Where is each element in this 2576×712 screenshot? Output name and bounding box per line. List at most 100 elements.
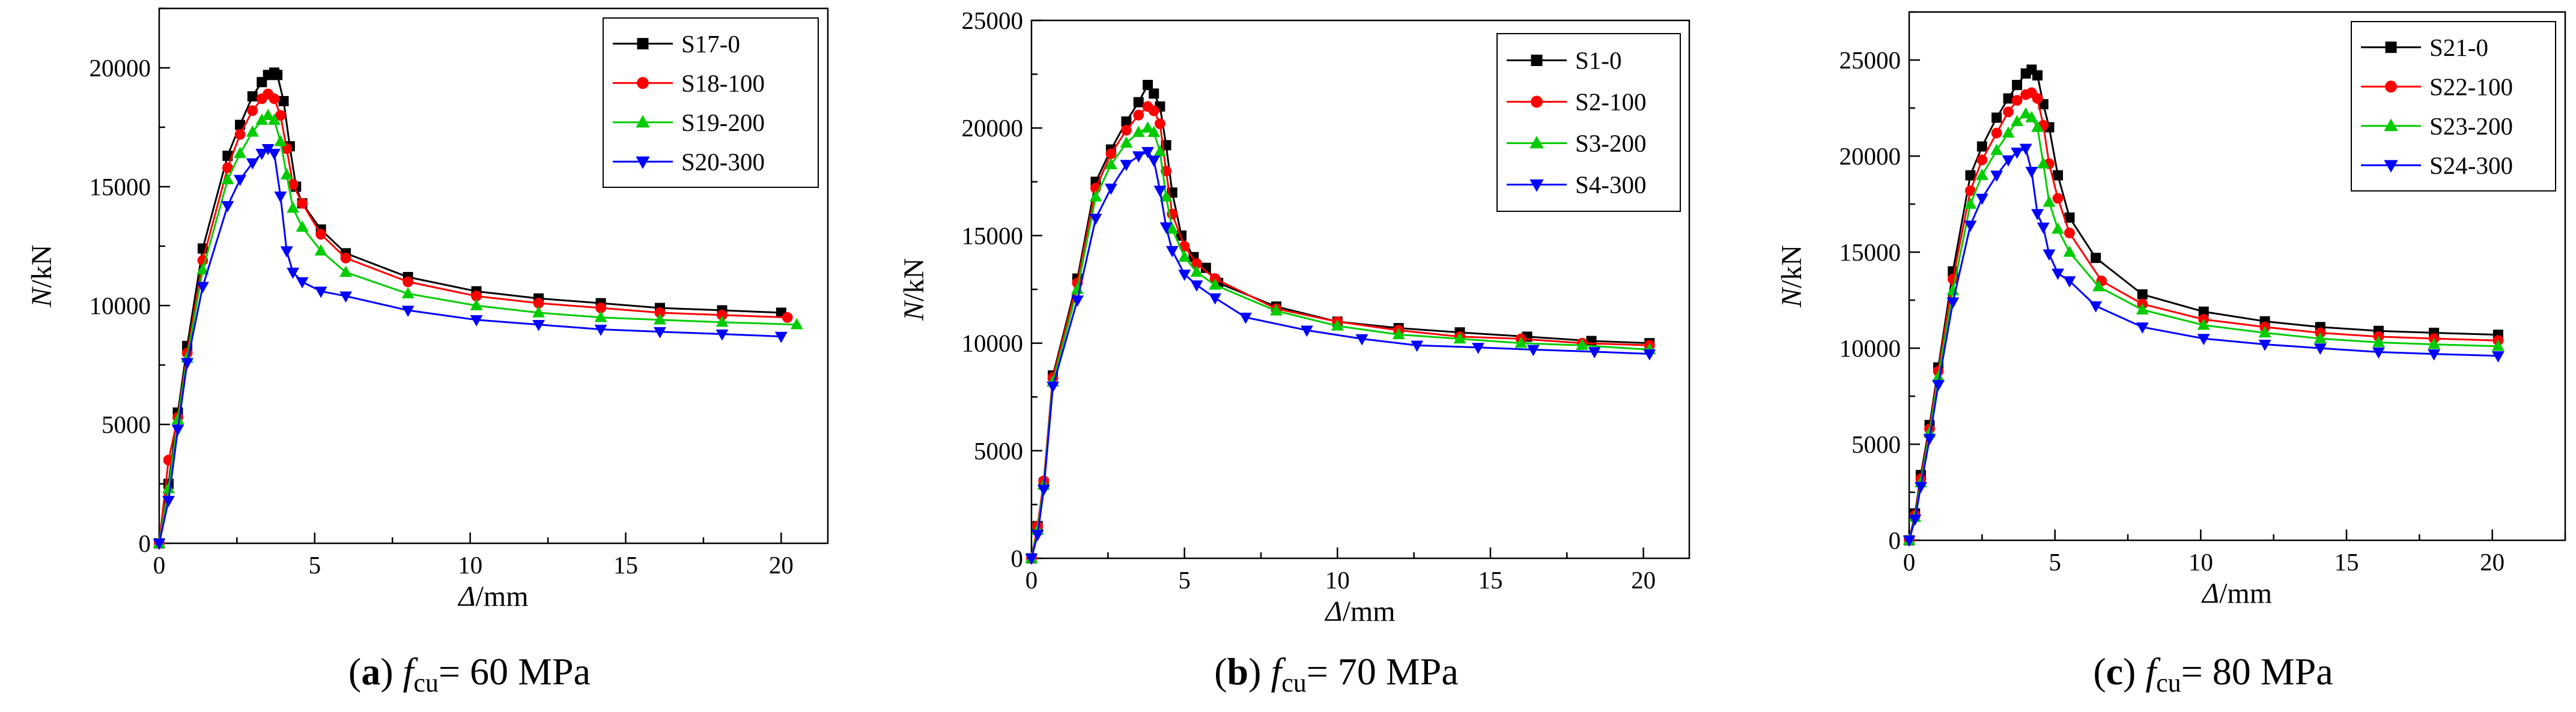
data-point <box>247 91 258 102</box>
data-point <box>171 424 184 436</box>
data-point <box>2091 253 2101 264</box>
legend: S17-0 S18-100 S19-200 S20-300 <box>603 17 819 188</box>
data-point <box>1392 328 1405 339</box>
legend-marker <box>2384 160 2398 173</box>
y-axis-symbol: N <box>26 286 58 308</box>
data-point <box>1909 514 1922 526</box>
caption-letter: c <box>2106 650 2123 693</box>
y-axis-symbol: N <box>1776 286 1808 308</box>
data-point <box>1133 97 1144 107</box>
data-point <box>181 358 194 370</box>
legend-marker <box>1530 136 1544 149</box>
data-point <box>1576 339 1589 350</box>
legend-marker <box>1531 55 1543 66</box>
x-axis-label: Δ/mm <box>457 581 528 612</box>
y-tick-label: 5000 <box>102 411 151 438</box>
legend-box <box>1496 33 1681 212</box>
data-point <box>234 128 246 140</box>
data-point <box>1165 222 1179 234</box>
chart-panel-c: 0 5 10 15 20 0 5000 10000 15000 20000 25000 Δ/mm N/k… <box>1776 11 2566 698</box>
caption-open-paren: ( <box>2093 650 2106 693</box>
data-point <box>1946 297 1960 309</box>
data-point <box>1932 380 1945 391</box>
y-tick-label: 10000 <box>90 292 151 319</box>
series-S24-300 <box>1903 143 2505 548</box>
x-tick-label: 10 <box>2189 548 2213 576</box>
data-point <box>1178 270 1191 281</box>
data-point <box>1964 220 1977 232</box>
series-line <box>158 148 782 544</box>
legend-label: S3-200 <box>1575 130 1646 157</box>
data-point <box>340 252 351 264</box>
series-line <box>1030 151 1650 559</box>
y-tick-label: 0 <box>139 529 151 557</box>
data-point <box>1990 170 2003 183</box>
data-point <box>1178 250 1191 262</box>
data-point <box>1190 280 1203 292</box>
data-point <box>1089 214 1102 225</box>
y-tick-label: 25000 <box>1839 46 1901 74</box>
caption-letter: b <box>1227 650 1249 693</box>
data-point <box>269 93 280 104</box>
caption-close-paren: ) <box>380 650 402 693</box>
data-point <box>774 331 788 343</box>
y-tick-label: 10000 <box>1839 334 1901 362</box>
y-tick-label: 5000 <box>974 437 1023 465</box>
legend-marker <box>2384 118 2398 131</box>
data-point <box>1472 343 1485 354</box>
legend-label: S20-300 <box>681 148 765 175</box>
caption-subscript: cu <box>1281 668 1307 698</box>
data-point <box>275 110 286 121</box>
caption-subscript: cu <box>2156 668 2181 698</box>
data-point <box>2197 318 2210 330</box>
data-point <box>1269 304 1283 316</box>
data-point <box>2025 110 2038 122</box>
data-point <box>1514 336 1528 348</box>
data-point <box>274 134 287 146</box>
data-point <box>2063 245 2076 257</box>
data-point <box>314 286 327 298</box>
data-point <box>2032 93 2043 104</box>
legend-label: S24-300 <box>2429 151 2513 179</box>
data-point <box>274 192 287 203</box>
data-point <box>1975 168 1988 180</box>
data-point <box>2052 193 2064 204</box>
chart-panel-b: 0 5 10 15 20 0 5000 10000 15000 20000 25000 Δ/mm N/k… <box>898 7 1690 698</box>
data-point <box>1914 481 1927 493</box>
legend-marker <box>636 156 650 169</box>
legend-label: S17-0 <box>681 30 740 58</box>
data-point <box>2031 209 2044 221</box>
data-point <box>1526 345 1540 357</box>
data-point <box>234 175 247 187</box>
y-tick-label: 0 <box>1889 526 1901 554</box>
data-point <box>594 310 607 322</box>
data-point <box>2031 120 2044 132</box>
data-point <box>2043 249 2056 261</box>
data-point <box>2019 107 2032 119</box>
series-S18-100 <box>154 88 793 549</box>
data-point <box>1025 554 1038 566</box>
data-point <box>2025 166 2038 178</box>
data-point <box>1147 125 1161 137</box>
data-point <box>261 109 275 120</box>
data-point <box>1153 145 1167 157</box>
caption-letter: a <box>361 650 380 693</box>
chart-panel-a: 0 5 10 15 20 0 5000 10000 15000 20000 Δ/mm N/kN S17-… <box>26 7 829 698</box>
data-point <box>287 267 300 279</box>
data-point <box>1133 109 1144 121</box>
data-point <box>1104 158 1117 169</box>
panel-caption: (b) fcu= 70 MPa <box>1214 650 1459 698</box>
data-point <box>1964 197 1977 209</box>
data-point <box>2037 157 2050 169</box>
data-point <box>268 148 281 160</box>
series-line <box>1908 113 2499 541</box>
data-point <box>1991 127 2002 139</box>
data-point <box>2428 349 2441 361</box>
data-point <box>339 265 353 277</box>
data-point <box>247 105 258 116</box>
x-axis-label: Δ/mm <box>2201 578 2272 609</box>
x-tick-label: 5 <box>1178 566 1191 594</box>
x-axis-symbol: Δ <box>1324 596 1342 627</box>
data-point <box>2002 126 2015 138</box>
data-point <box>1355 334 1368 346</box>
